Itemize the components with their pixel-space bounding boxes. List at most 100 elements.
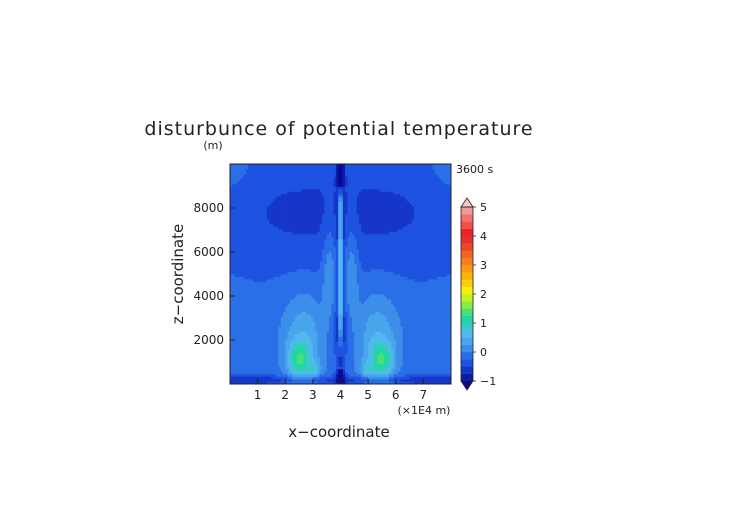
heatmap-cell (257, 241, 261, 245)
heatmap-cell (243, 169, 247, 172)
heatmap-cell (282, 174, 286, 177)
heatmap-cell (234, 226, 238, 230)
heatmap-cell (358, 324, 362, 327)
heatmap-cell (315, 189, 318, 192)
heatmap-cell (315, 316, 318, 320)
heatmap-cell (299, 239, 302, 242)
heatmap-cell (250, 191, 254, 195)
heatmap-cell (259, 226, 263, 230)
heatmap-cell (310, 211, 314, 215)
heatmap-cell (335, 329, 339, 332)
heatmap-cell (273, 291, 277, 295)
heatmap-cell (345, 216, 348, 220)
heatmap-cell (294, 376, 298, 380)
heatmap-cell (276, 219, 279, 222)
heatmap-cell (354, 366, 357, 370)
heatmap-cell (250, 254, 254, 257)
heatmap-cell (236, 286, 240, 290)
heatmap-cell (305, 174, 309, 177)
heatmap-cell (345, 311, 348, 315)
heatmap-cell (319, 354, 323, 357)
heatmap-cell (356, 199, 360, 202)
heatmap-cell (356, 271, 360, 275)
heatmap-cell (276, 316, 279, 320)
heatmap-cell (345, 221, 348, 225)
heatmap-cell (299, 286, 302, 290)
heatmap-cell (241, 319, 245, 322)
heatmap-cell (234, 286, 238, 290)
heatmap-cell (282, 286, 286, 290)
heatmap-cell (349, 339, 353, 342)
heatmap-cell (269, 356, 272, 360)
heatmap-cell (340, 374, 344, 377)
heatmap-cell (282, 166, 286, 170)
heatmap-cell (345, 281, 348, 285)
heatmap-cell (250, 164, 254, 167)
heatmap-cell (335, 246, 339, 250)
heatmap-cell (349, 249, 353, 252)
heatmap-cell (301, 306, 304, 310)
heatmap-cell (333, 259, 337, 262)
heatmap-cell (266, 176, 270, 180)
heatmap-cell (340, 366, 344, 370)
heatmap-cell (324, 336, 327, 340)
heatmap-cell (333, 174, 337, 177)
heatmap-cell (266, 171, 270, 175)
heatmap-cell (266, 186, 270, 190)
heatmap-cell (285, 276, 288, 280)
heatmap-cell (232, 186, 235, 190)
heatmap-cell (239, 254, 242, 257)
heatmap-cell (358, 269, 362, 272)
heatmap-cell (358, 239, 362, 242)
heatmap-cell (273, 216, 277, 220)
heatmap-cell (333, 271, 337, 275)
heatmap-cell (305, 184, 309, 187)
heatmap-cell (292, 326, 295, 330)
heatmap-cell (317, 356, 321, 360)
heatmap-cell (253, 361, 256, 365)
heatmap-cell (289, 261, 293, 265)
heatmap-cell (230, 166, 233, 170)
heatmap-cell (294, 341, 298, 345)
heatmap-cell (354, 321, 357, 325)
heatmap-cell (347, 199, 351, 202)
heatmap-cell (259, 349, 263, 352)
heatmap-cell (264, 309, 268, 312)
heatmap-cell (319, 279, 323, 282)
heatmap-cell (305, 274, 309, 277)
heatmap-cell (310, 364, 314, 367)
heatmap-cell (354, 329, 357, 332)
heatmap-cell (335, 194, 339, 197)
heatmap-cell (338, 326, 341, 330)
heatmap-cell (333, 221, 337, 225)
heatmap-cell (264, 216, 268, 220)
heatmap-cell (352, 309, 355, 312)
heatmap-cell (255, 291, 258, 295)
heatmap-cell (340, 286, 344, 290)
heatmap-cell (269, 281, 272, 285)
heatmap-cell (276, 349, 279, 352)
heatmap-cell (259, 201, 263, 205)
heatmap-cell (292, 309, 295, 312)
heatmap-cell (294, 166, 298, 170)
heatmap-cell (326, 221, 330, 225)
heatmap-cell (338, 174, 341, 177)
heatmap-cell (294, 219, 298, 222)
heatmap-cell (269, 251, 272, 255)
heatmap-cell (335, 344, 339, 347)
heatmap-cell (250, 276, 254, 280)
heatmap-cell (232, 191, 235, 195)
heatmap-cell (257, 179, 261, 182)
heatmap-cell (296, 201, 300, 205)
heatmap-cell (266, 191, 270, 195)
heatmap-cell (269, 369, 272, 372)
heatmap-cell (264, 381, 268, 385)
heatmap-cell (310, 226, 314, 230)
heatmap-cell (299, 321, 302, 325)
heatmap-cell (310, 296, 314, 300)
heatmap-cell (296, 199, 300, 202)
heatmap-cell (349, 324, 353, 327)
heatmap-cell (278, 324, 281, 327)
heatmap-cell (255, 344, 258, 347)
heatmap-cell (342, 301, 346, 305)
